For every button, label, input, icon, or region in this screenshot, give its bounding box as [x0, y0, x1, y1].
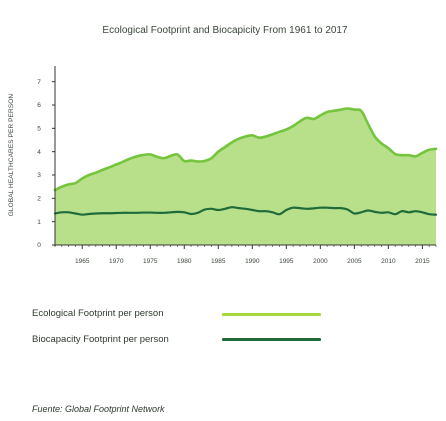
source-note: Fuente: Global Footprint Network — [32, 404, 165, 414]
series-ecological-footprint-area — [55, 108, 436, 245]
x-tick-label-2005: 2005 — [347, 258, 362, 265]
legend-label-footprint: Ecological Footprint per person — [32, 308, 164, 319]
axes — [52, 66, 437, 249]
legend-label-biocapacity: Biocapacity Footprint per person — [32, 334, 169, 345]
y-tick-label-7: 7 — [37, 79, 41, 86]
tick-labels: 0 1 2 3 4 5 6 7 1965 1970 1975 1980 1985 1990 1995 2000… — [37, 79, 430, 265]
y-tick-label-1: 1 — [37, 219, 41, 226]
y-tick-label-4: 4 — [37, 149, 41, 156]
y-tick-label-3: 3 — [37, 172, 41, 179]
x-tick-label-1990: 1990 — [245, 258, 260, 265]
x-tick-label-2000: 2000 — [313, 258, 328, 265]
x-tick-label-1980: 1980 — [177, 258, 192, 265]
x-tick-label-2015: 2015 — [415, 258, 430, 265]
y-axis-label: GLOBAL HEALTHCARES PER PERSON — [8, 94, 15, 217]
plot-area — [53, 107, 438, 245]
legend-swatch-biocapacity — [222, 338, 321, 341]
y-tick-label-2: 2 — [37, 196, 41, 203]
x-tick-label-1975: 1975 — [143, 258, 158, 265]
chart-title: Ecological Footprint and Biocapicity Fro… — [102, 25, 348, 36]
series-biocapacity-line — [53, 206, 438, 216]
y-tick-label-6: 6 — [37, 102, 41, 109]
y-tick-label-0: 0 — [37, 242, 41, 249]
legend: Ecological Footprint per person Biocapac… — [32, 308, 332, 350]
x-tick-label-1970: 1970 — [109, 258, 124, 265]
legend-swatch-footprint — [222, 313, 321, 316]
series-ecological-footprint-line — [53, 107, 438, 192]
x-tick-label-1985: 1985 — [211, 258, 226, 265]
x-tick-label-2010: 2010 — [381, 258, 396, 265]
y-tick-label-5: 5 — [37, 126, 41, 133]
x-tick-label-1995: 1995 — [279, 258, 294, 265]
x-tick-label-1965: 1965 — [75, 258, 90, 265]
